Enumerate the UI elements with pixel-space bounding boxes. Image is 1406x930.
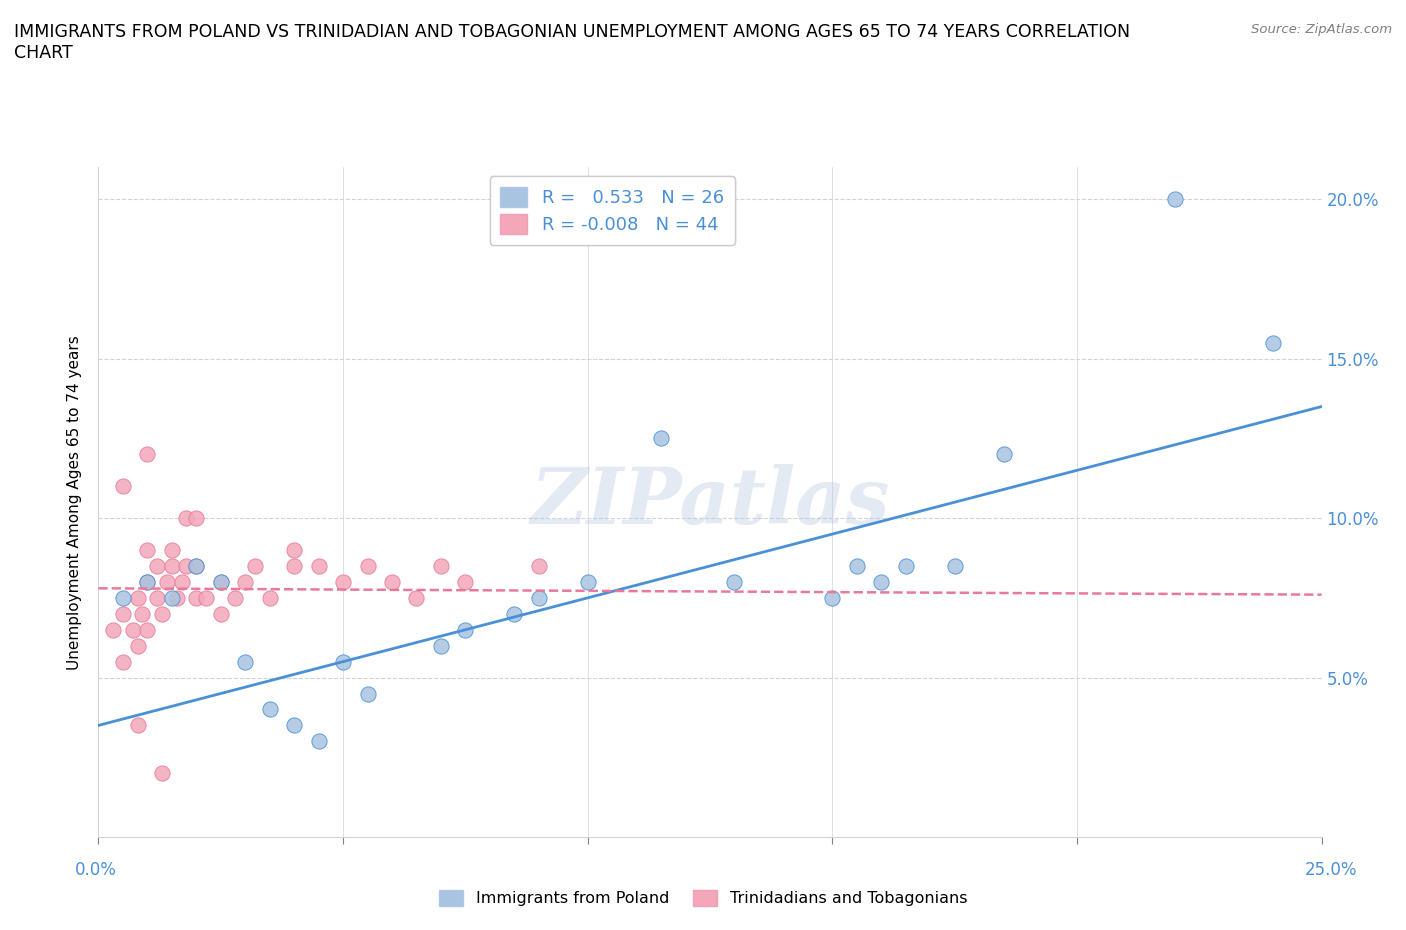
Point <box>224 591 246 605</box>
Legend: R =   0.533   N = 26, R = -0.008   N = 44: R = 0.533 N = 26, R = -0.008 N = 44 <box>489 177 735 246</box>
Point <box>195 591 218 605</box>
Point <box>259 702 281 717</box>
Point <box>136 575 159 590</box>
Point <box>136 542 159 557</box>
Point <box>111 606 134 621</box>
Point <box>121 622 143 637</box>
Point <box>209 606 232 621</box>
Point <box>209 575 232 590</box>
Point <box>527 591 550 605</box>
Point <box>356 686 378 701</box>
Point <box>233 654 256 669</box>
Point <box>170 575 193 590</box>
Point <box>503 606 526 621</box>
Point <box>186 591 208 605</box>
Point <box>650 431 672 445</box>
Text: 25.0%: 25.0% <box>1305 860 1358 879</box>
Point <box>576 575 599 590</box>
Point <box>186 511 208 525</box>
Point <box>160 591 183 605</box>
Point <box>156 575 179 590</box>
Point <box>186 559 208 574</box>
Point <box>131 606 153 621</box>
Point <box>166 591 188 605</box>
Point <box>233 575 256 590</box>
Point <box>243 559 266 574</box>
Point <box>127 718 149 733</box>
Point <box>993 447 1015 462</box>
Y-axis label: Unemployment Among Ages 65 to 74 years: Unemployment Among Ages 65 to 74 years <box>67 335 83 670</box>
Point <box>821 591 844 605</box>
Point <box>101 622 124 637</box>
Point <box>136 447 159 462</box>
Point <box>527 559 550 574</box>
Point <box>845 559 868 574</box>
Point <box>332 654 354 669</box>
Point <box>186 559 208 574</box>
Point <box>1261 336 1284 351</box>
Point <box>160 559 183 574</box>
Point <box>160 542 183 557</box>
Point <box>943 559 966 574</box>
Point <box>150 606 173 621</box>
Point <box>176 511 198 525</box>
Point <box>176 559 198 574</box>
Point <box>127 591 149 605</box>
Text: 0.0%: 0.0% <box>75 860 117 879</box>
Point <box>454 622 477 637</box>
Point <box>332 575 354 590</box>
Point <box>111 654 134 669</box>
Text: Source: ZipAtlas.com: Source: ZipAtlas.com <box>1251 23 1392 36</box>
Point <box>283 718 305 733</box>
Text: IMMIGRANTS FROM POLAND VS TRINIDADIAN AND TOBAGONIAN UNEMPLOYMENT AMONG AGES 65 : IMMIGRANTS FROM POLAND VS TRINIDADIAN AN… <box>14 23 1130 62</box>
Point <box>405 591 427 605</box>
Point <box>454 575 477 590</box>
Point <box>259 591 281 605</box>
Point <box>430 638 453 653</box>
Point <box>723 575 745 590</box>
Point <box>136 622 159 637</box>
Text: ZIPatlas: ZIPatlas <box>530 464 890 540</box>
Point <box>111 591 134 605</box>
Point <box>308 734 330 749</box>
Point <box>283 559 305 574</box>
Point <box>127 638 149 653</box>
Point <box>894 559 917 574</box>
Point <box>870 575 893 590</box>
Point <box>146 591 169 605</box>
Point <box>283 542 305 557</box>
Point <box>146 559 169 574</box>
Point <box>209 575 232 590</box>
Point <box>111 479 134 494</box>
Point <box>1164 192 1187 206</box>
Legend: Immigrants from Poland, Trinidadians and Tobagonians: Immigrants from Poland, Trinidadians and… <box>433 884 973 912</box>
Point <box>430 559 453 574</box>
Point <box>356 559 378 574</box>
Point <box>381 575 404 590</box>
Point <box>308 559 330 574</box>
Point <box>136 575 159 590</box>
Point <box>150 765 173 780</box>
